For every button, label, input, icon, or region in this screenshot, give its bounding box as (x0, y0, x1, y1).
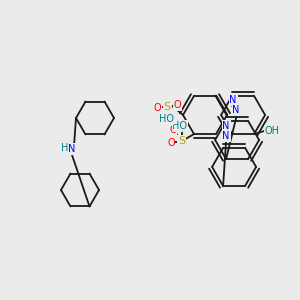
Text: N: N (68, 144, 76, 154)
Text: O: O (167, 138, 175, 148)
Text: N: N (232, 105, 240, 115)
Text: O: O (153, 103, 161, 113)
Text: S: S (178, 136, 185, 146)
Text: N: N (222, 131, 230, 141)
Text: S: S (164, 102, 171, 112)
Text: HO: HO (172, 121, 188, 131)
Text: H: H (61, 143, 69, 153)
Text: OH: OH (265, 126, 280, 136)
Text: N: N (230, 95, 237, 105)
Text: O: O (169, 125, 177, 135)
Text: O: O (173, 100, 181, 110)
Text: N: N (222, 121, 230, 131)
Text: HO: HO (159, 114, 174, 124)
